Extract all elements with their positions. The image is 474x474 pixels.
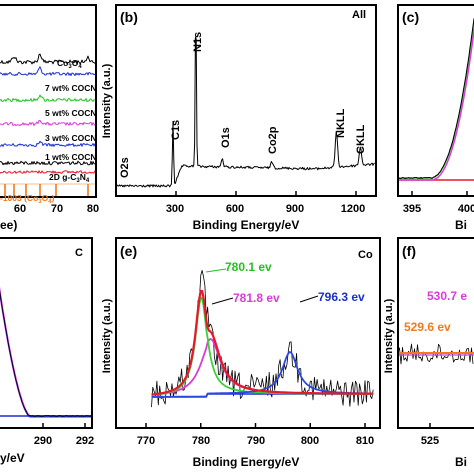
panel-d-tick-292: 292 — [76, 435, 94, 447]
panel-d-fit-blue — [0, 290, 92, 418]
panel-c-frame — [397, 4, 474, 197]
panel-f-ylabel: Intensity (a.u.) — [383, 298, 395, 373]
panel-e-label: (e) — [120, 243, 137, 259]
panel-d-trace — [0, 290, 93, 417]
panel-c-fit-magenta — [399, 25, 474, 181]
panel-e-peak-796: 796.3 ev — [318, 290, 365, 304]
panel-b-peak-o2s: O2s — [119, 157, 131, 178]
panel-b: (b) All Intensity (a.u.) 300 600 900 120… — [101, 4, 377, 232]
panel-a: Co3O4 7 wt% COCN 5 wt% COCN 3 wt% COCN 1… — [0, 4, 99, 232]
panel-b-tick-600: 600 — [226, 203, 244, 215]
panel-c-label: (c) — [402, 9, 419, 25]
panel-a-legend-5wt: 5 wt% COCN — [45, 108, 96, 118]
panel-a-legend-co3o4: Co3O4 — [57, 58, 82, 70]
panel-f-frame — [397, 237, 474, 429]
panel-c-fit-green — [398, 21, 474, 179]
panel-b-tick-300: 300 — [166, 203, 184, 215]
panel-f-peak-529: 529.6 ev — [404, 320, 451, 334]
panel-a-trace-2 — [0, 94, 96, 103]
panel-d-xlabel: y/eV — [0, 451, 25, 465]
panel-e-fit-envelope — [151, 289, 374, 396]
panel-a-trace-3 — [0, 119, 96, 127]
panel-d-title: C — [75, 247, 83, 259]
panel-e-tick-800: 800 — [301, 435, 319, 447]
panel-f-tick-525: 525 — [421, 435, 439, 447]
panel-b-peak-c1s: C1s — [170, 120, 182, 140]
panel-e-tick-790: 790 — [247, 435, 265, 447]
panel-c-xlabel: Bi — [455, 218, 467, 232]
panel-e-tick-810: 810 — [356, 435, 374, 447]
panel-c-tick-395: 395 — [403, 203, 421, 215]
panel-c-trace — [397, 18, 474, 179]
panel-b-peak-co2p: Co2p — [267, 126, 279, 154]
panel-d-fit-magenta — [0, 286, 92, 417]
panel-b-peak-o1s: O1s — [220, 127, 232, 148]
panel-a-trace-5 — [0, 160, 96, 166]
panel-a-trace-4 — [0, 140, 96, 147]
panel-e: (e) Co Intensity (a.u.) 780.1 ev 781.8 e… — [101, 237, 381, 469]
panel-b-peak-ckll: CKLL — [355, 124, 367, 154]
panel-e-arrow-781 — [211, 297, 234, 305]
panel-a-tick-70: 70 — [51, 203, 63, 215]
panel-d: C 290 292 y/eV — [0, 237, 94, 465]
panel-e-arrow-796 — [299, 295, 319, 303]
panel-b-xlabel: Binding Energy/eV — [193, 218, 300, 232]
panel-b-tick-900: 900 — [286, 203, 304, 215]
panel-e-xlabel: Binding Energy/eV — [193, 455, 300, 469]
panel-b-title: All — [352, 9, 366, 21]
panel-e-tick-770: 770 — [137, 435, 155, 447]
panel-a-tick-60: 60 — [14, 203, 26, 215]
panel-b-peak-n1s: N1s — [192, 32, 204, 52]
panel-b-tick-1200: 1200 — [341, 203, 365, 215]
panel-f-xlabel: Bi — [455, 455, 467, 469]
panel-b-ylabel: Intensity (a.u.) — [101, 63, 113, 138]
panel-a-annotation: -1003 (Co3O4) — [0, 193, 55, 205]
panel-f-label: (f) — [402, 243, 416, 259]
panel-a-tick-80: 80 — [87, 203, 99, 215]
panel-b-label: (b) — [120, 9, 138, 25]
panel-e-peak-780: 780.1 ev — [225, 260, 272, 274]
panel-e-title: Co — [358, 249, 373, 261]
panel-b-frame — [115, 4, 377, 197]
panel-a-legend-gc3n4: 2D g-C3N4 — [49, 172, 90, 184]
panel-c-tick-400: 400 — [458, 203, 474, 215]
panel-e-tick-780: 780 — [192, 435, 210, 447]
panel-a-frame — [0, 4, 97, 198]
panel-f-peak-530: 530.7 e — [427, 289, 467, 303]
panel-c: (c) 395 400 Bi — [397, 4, 474, 232]
panel-a-legend-3wt: 3 wt% COCN — [45, 133, 96, 143]
panel-d-tick-290: 290 — [34, 435, 52, 447]
panel-e-frame — [115, 237, 381, 429]
panel-d-frame — [0, 237, 93, 429]
panel-a-legend-1wt: 1 wt% COCN — [45, 152, 96, 162]
panel-a-xlabel: ee) — [0, 218, 17, 232]
panel-a-trace-6 — [0, 170, 96, 174]
panel-a-legend-7wt: 7 wt% COCN — [45, 83, 96, 93]
panel-a-trace-0 — [0, 53, 96, 65]
panel-f: (f) Intensity (a.u.) 530.7 e 529.6 ev 52… — [383, 237, 474, 469]
panel-e-peak-781: 781.8 ev — [233, 291, 280, 305]
panel-b-peak-nkll: NKLL — [335, 108, 347, 138]
panel-e-ylabel: Intensity (a.u.) — [101, 298, 113, 373]
panel-e-arrow-780 — [205, 268, 227, 273]
panel-b-survey-trace — [116, 36, 375, 188]
panel-a-trace-1 — [0, 66, 96, 77]
panel-e-raw-trace — [151, 270, 374, 408]
